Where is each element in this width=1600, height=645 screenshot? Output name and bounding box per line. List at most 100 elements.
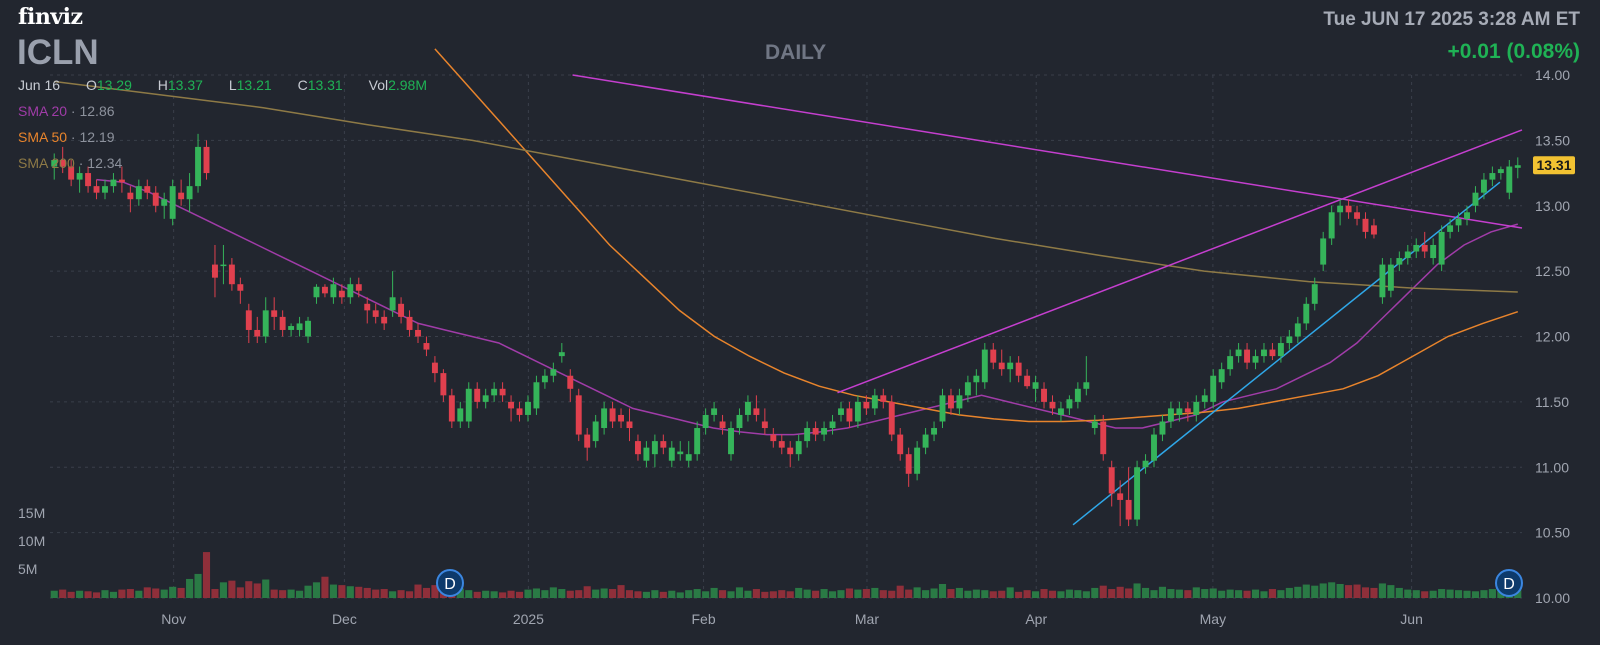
candle-body: [567, 375, 574, 389]
volume-bar: [1006, 587, 1014, 598]
sma-200-label: SMA 200: [18, 155, 75, 171]
volume-bar: [592, 589, 600, 598]
candle-body: [753, 408, 760, 415]
candle-body: [1480, 179, 1487, 193]
volume-bars: [50, 552, 1522, 598]
candle-body: [711, 408, 718, 415]
finviz-logo[interactable]: finviz: [18, 4, 83, 30]
candle-body: [1142, 460, 1149, 468]
candle-body: [914, 447, 921, 474]
candle-body: [525, 401, 531, 415]
marker-circle: [436, 569, 464, 597]
volume-bar: [372, 589, 380, 598]
volume-bar: [1488, 589, 1496, 598]
volume-bar: [651, 590, 659, 598]
candle-body: [829, 421, 836, 429]
candle-body: [59, 159, 66, 167]
candle-body: [1100, 421, 1107, 455]
volume-bar: [177, 587, 185, 598]
volume-bar: [1378, 583, 1386, 598]
earnings-marker[interactable]: D: [1495, 569, 1523, 597]
ohlc-readout: Jun 16 O13.29 H13.37 L13.21 C13.31 Vol2.…: [18, 77, 449, 93]
price-tag-text: 13.31: [1536, 157, 1571, 173]
volume-bar: [558, 589, 566, 598]
volume-bar: [287, 589, 295, 598]
sma-200-legend[interactable]: SMA 200 · 12.34: [18, 155, 123, 171]
volume-bar: [1370, 587, 1378, 598]
candle-body: [482, 395, 489, 402]
x-tick-label: Jun: [1400, 611, 1423, 627]
candle-body: [728, 428, 734, 455]
volume-bar: [972, 589, 980, 598]
sma-20-legend[interactable]: SMA 20 · 12.86: [18, 103, 115, 119]
candle-body: [939, 395, 946, 422]
low-value: 13.21: [236, 77, 272, 93]
candle-body: [550, 369, 557, 376]
volume-bar: [930, 588, 938, 598]
candle-body: [1430, 244, 1437, 259]
volume-bar: [871, 587, 879, 598]
volume-bar: [1091, 587, 1099, 598]
candle-body: [1049, 401, 1056, 409]
volume-bar: [828, 591, 837, 598]
volume-bar: [262, 579, 270, 598]
x-tick-label: Dec: [332, 611, 357, 627]
sma-line-2: [54, 80, 1518, 293]
volume-bar: [1040, 589, 1048, 598]
volume-bar: [541, 590, 549, 598]
trend-line: [837, 129, 1523, 394]
marker-label: D: [1503, 576, 1515, 593]
volume-bar: [1057, 591, 1065, 598]
volume-bar: [363, 587, 371, 598]
candle-body: [440, 373, 447, 396]
candle-body: [203, 146, 210, 174]
candle-body: [1167, 408, 1174, 422]
candle-body: [237, 284, 244, 291]
ohlc-date: Jun 16: [18, 77, 61, 93]
candle-body: [508, 401, 515, 409]
volume-bar: [482, 590, 490, 598]
x-tick-label: Feb: [692, 611, 716, 627]
candle-body: [981, 349, 988, 383]
volume-bar: [1463, 590, 1471, 598]
volume-bar: [1032, 591, 1040, 598]
volume-bar: [1429, 590, 1437, 598]
volume-bar: [296, 590, 304, 598]
candle-body: [474, 388, 481, 402]
volume-bar: [1082, 591, 1090, 598]
volume-bar: [566, 590, 574, 598]
candle-body: [228, 264, 235, 285]
volume-bar: [609, 589, 617, 598]
volume-bar: [702, 591, 710, 598]
volume-bar: [152, 588, 160, 598]
candle-body: [152, 192, 159, 206]
volume-bar: [1268, 589, 1276, 598]
volume-bar: [329, 584, 337, 598]
candle-body: [195, 146, 202, 187]
volume-bar: [905, 589, 913, 598]
candle-body: [1421, 244, 1428, 252]
candle-body: [1413, 244, 1420, 252]
candle-body: [1345, 205, 1352, 213]
candle-body: [558, 352, 565, 357]
sma-50-value: 12.19: [79, 129, 115, 145]
volume-bar: [1471, 591, 1480, 598]
volume-bar: [812, 590, 820, 598]
volume-bar: [169, 586, 177, 598]
sma-20-value: 12.86: [79, 103, 115, 119]
candle-body: [1176, 408, 1183, 415]
candle-body: [1438, 231, 1445, 265]
candle-body: [372, 310, 379, 317]
candle-body: [406, 316, 413, 330]
candle-body: [1159, 421, 1166, 435]
earnings-marker[interactable]: D: [436, 569, 464, 597]
date-time: Tue JUN 17 2025 3:28 AM ET: [1323, 9, 1580, 30]
candle-body: [1311, 284, 1318, 304]
candle-body: [1472, 192, 1479, 206]
candle-body: [262, 310, 269, 337]
sma-50-legend[interactable]: SMA 50 · 12.19: [18, 129, 115, 145]
candle-body: [1057, 408, 1064, 415]
volume-bar: [1116, 586, 1124, 598]
